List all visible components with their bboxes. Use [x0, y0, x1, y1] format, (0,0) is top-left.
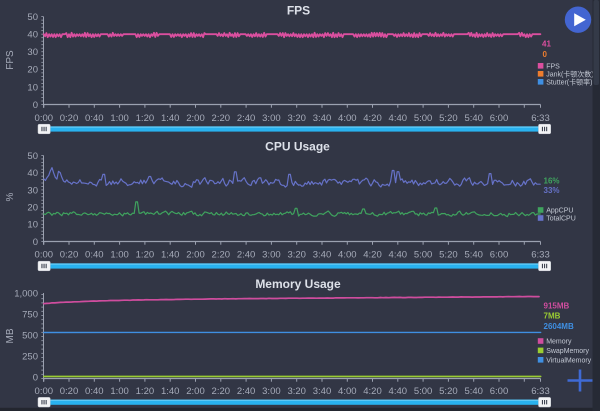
svg-text:750: 750	[22, 309, 38, 320]
svg-text:2:20: 2:20	[212, 113, 231, 124]
svg-text:0:20: 0:20	[60, 250, 79, 261]
svg-text:4:40: 4:40	[389, 386, 408, 397]
svg-text:41: 41	[542, 40, 551, 49]
svg-text:16%: 16%	[544, 177, 560, 186]
svg-text:4:00: 4:00	[338, 250, 357, 261]
svg-text:1:00: 1:00	[110, 386, 129, 397]
svg-text:40: 40	[27, 30, 38, 41]
svg-text:4:40: 4:40	[389, 113, 408, 124]
svg-text:0: 0	[33, 100, 38, 111]
svg-text:4:40: 4:40	[389, 250, 408, 261]
svg-text:20: 20	[27, 203, 38, 214]
svg-text:1:20: 1:20	[136, 250, 155, 261]
svg-text:1,000: 1,000	[14, 288, 38, 299]
svg-text:Memory Usage: Memory Usage	[255, 277, 341, 291]
svg-text:1:20: 1:20	[136, 113, 155, 124]
svg-text:5:00: 5:00	[414, 113, 433, 124]
svg-text:0:40: 0:40	[85, 386, 104, 397]
svg-text:915MB: 915MB	[544, 301, 570, 310]
svg-text:2:20: 2:20	[212, 250, 231, 261]
svg-text:3:20: 3:20	[287, 250, 306, 261]
svg-text:3:00: 3:00	[262, 113, 281, 124]
svg-text:3:00: 3:00	[262, 386, 281, 397]
svg-text:FPS: FPS	[5, 50, 16, 70]
svg-text:5:00: 5:00	[414, 250, 433, 261]
svg-text:2:00: 2:00	[186, 386, 205, 397]
svg-text:1:20: 1:20	[136, 386, 155, 397]
svg-text:AppCPU: AppCPU	[546, 208, 573, 215]
svg-text:4:00: 4:00	[338, 113, 357, 124]
svg-text:1:40: 1:40	[161, 250, 180, 261]
svg-text:2:00: 2:00	[186, 113, 205, 124]
svg-text:10: 10	[27, 220, 38, 231]
svg-text:6:33: 6:33	[531, 250, 550, 261]
svg-text:CPU Usage: CPU Usage	[265, 139, 330, 153]
svg-text:10: 10	[27, 82, 38, 93]
svg-text:0:20: 0:20	[60, 386, 79, 397]
svg-text:Jank(卡顿次数): Jank(卡顿次数)	[546, 69, 593, 78]
svg-text:2604MB: 2604MB	[544, 322, 574, 331]
svg-text:4:00: 4:00	[338, 386, 357, 397]
svg-text:4:20: 4:20	[363, 386, 382, 397]
svg-text:5:20: 5:20	[439, 250, 458, 261]
svg-text:3:40: 3:40	[313, 113, 332, 124]
svg-text:3:40: 3:40	[313, 386, 332, 397]
svg-text:2:40: 2:40	[237, 386, 256, 397]
svg-text:7MB: 7MB	[544, 312, 561, 321]
svg-text:20: 20	[27, 65, 38, 76]
svg-text:2:20: 2:20	[212, 386, 231, 397]
svg-text:5:00: 5:00	[414, 386, 433, 397]
svg-text:1:40: 1:40	[161, 386, 180, 397]
svg-text:5:40: 5:40	[464, 250, 483, 261]
svg-text:2:40: 2:40	[237, 113, 256, 124]
svg-text:0:20: 0:20	[60, 113, 79, 124]
svg-text:500: 500	[22, 330, 38, 341]
svg-text:%: %	[5, 192, 16, 201]
svg-text:3:20: 3:20	[287, 386, 306, 397]
svg-text:0: 0	[543, 50, 548, 59]
svg-text:Memory: Memory	[546, 339, 572, 346]
svg-text:3:00: 3:00	[262, 250, 281, 261]
svg-text:1:00: 1:00	[110, 113, 129, 124]
svg-text:2:40: 2:40	[237, 250, 256, 261]
svg-text:30: 30	[27, 47, 38, 58]
svg-text:FPS: FPS	[287, 3, 310, 17]
svg-text:Stutter(卡顿率): Stutter(卡顿率)	[546, 77, 592, 86]
svg-text:0: 0	[33, 237, 38, 248]
svg-text:6:33: 6:33	[531, 113, 550, 124]
svg-text:0:00: 0:00	[35, 250, 54, 261]
svg-text:FPS: FPS	[546, 63, 560, 70]
svg-text:MB: MB	[5, 328, 16, 343]
svg-text:5:20: 5:20	[439, 113, 458, 124]
svg-text:0:00: 0:00	[35, 386, 54, 397]
svg-text:6:00: 6:00	[490, 386, 509, 397]
svg-text:6:33: 6:33	[531, 386, 550, 397]
svg-text:6:00: 6:00	[490, 250, 509, 261]
svg-text:0:40: 0:40	[85, 250, 104, 261]
svg-text:5:40: 5:40	[464, 386, 483, 397]
svg-text:6:00: 6:00	[490, 113, 509, 124]
svg-text:250: 250	[22, 351, 38, 362]
svg-text:0:00: 0:00	[35, 113, 54, 124]
svg-text:2:00: 2:00	[186, 250, 205, 261]
svg-text:3:20: 3:20	[287, 113, 306, 124]
svg-text:VirtualMemory: VirtualMemory	[546, 357, 591, 364]
svg-text:5:20: 5:20	[439, 386, 458, 397]
svg-text:3:40: 3:40	[313, 250, 332, 261]
svg-text:40: 40	[27, 168, 38, 179]
svg-text:TotalCPU: TotalCPU	[546, 216, 576, 223]
svg-text:0:40: 0:40	[85, 113, 104, 124]
svg-text:4:20: 4:20	[363, 250, 382, 261]
svg-text:33%: 33%	[544, 186, 560, 195]
svg-text:SwapMemory: SwapMemory	[546, 348, 589, 355]
svg-text:1:40: 1:40	[161, 113, 180, 124]
svg-text:50: 50	[27, 151, 38, 162]
svg-text:1:00: 1:00	[110, 250, 129, 261]
svg-text:0: 0	[33, 372, 38, 383]
svg-text:4:20: 4:20	[363, 113, 382, 124]
svg-text:30: 30	[27, 185, 38, 196]
svg-text:5:40: 5:40	[464, 113, 483, 124]
svg-text:50: 50	[27, 12, 38, 23]
